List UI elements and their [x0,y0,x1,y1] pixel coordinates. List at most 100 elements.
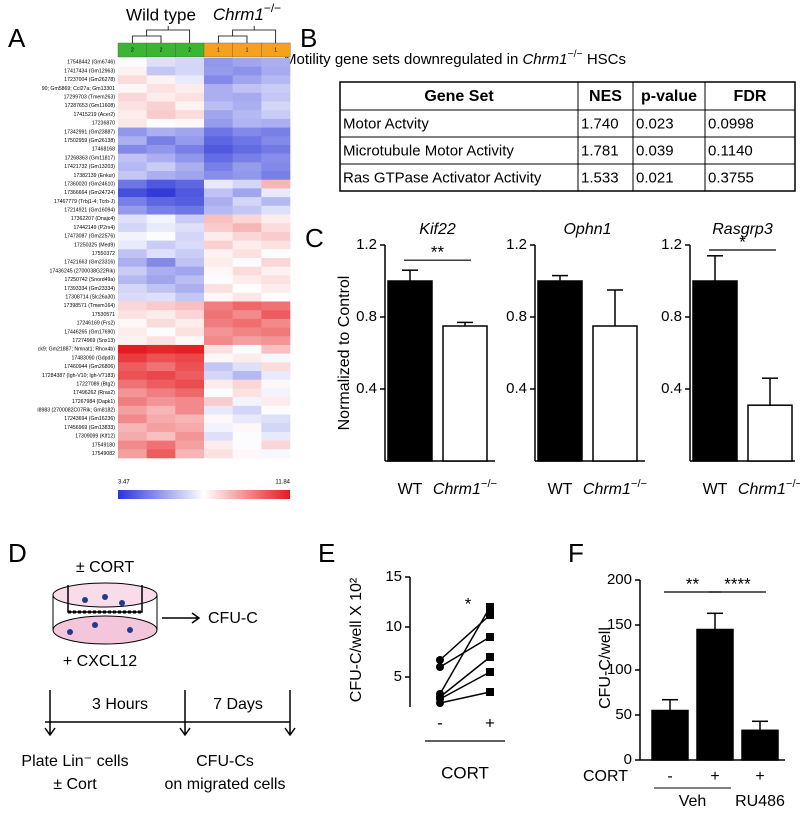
heatmap-cell [118,162,147,172]
heatmap-cell [261,231,291,241]
heatmap-cell [146,318,176,328]
heatmap-cell [232,153,262,163]
heatmap-cell [146,344,176,354]
x-tick-label: + [710,768,719,785]
color-scale [118,490,290,499]
heatmap-cell [261,397,291,407]
table-header: FDR [734,88,767,105]
heatmap-cell [261,292,291,302]
heatmap-cell [261,379,291,389]
group-label: Chrm1−/− [213,1,281,24]
table-title: Motility gene sets downregulated in Chrm… [284,48,626,68]
diagram-label: 3 Hours [92,696,148,713]
heatmap-cell [261,197,291,207]
row-label: ck9; Gm21887; Nmnat1; Rhox4b) [38,347,116,353]
heatmap-cell [118,179,147,189]
row-label: 17460944 (Gm26806) [64,364,115,370]
heatmap-cell [204,336,233,346]
heatmap-cell [118,118,147,128]
heatmap-cell [175,75,205,85]
heatmap-cell [261,440,291,450]
row-label: 17549180 [92,442,115,448]
heatmap-cell [261,327,291,337]
heatmap-cell [118,136,147,146]
heatmap-cell [175,153,205,163]
heatmap-cell [261,58,291,67]
table-cell: 1.781 [581,142,619,159]
heatmap-cell [146,58,176,67]
heatmap-cell [175,414,205,424]
x-tick-label: + [755,768,764,785]
heatmap-cell [204,405,233,415]
color-scale-label: 11.84 [275,480,290,486]
column-label: 2 [160,47,163,53]
heatmap-cell [146,214,176,224]
heatmap-cell [175,431,205,441]
heatmap-cell [146,388,176,398]
heatmap-cell [261,205,291,215]
significance: * [465,594,472,613]
row-label: 17274969 (Snx13) [72,338,115,344]
y-axis-label: Normalized to Control [336,276,353,431]
table-cell: Ras GTPase Activator Activity [343,169,542,186]
y-tick-label: 0.8 [356,308,377,325]
heatmap-cell [146,266,176,276]
heatmap-cell [261,66,291,76]
row-label: 17287653 (Gm11608) [65,103,116,109]
transwell-diagram [44,582,296,737]
heatmap-cell [175,144,205,154]
heatmap-cell [232,84,262,94]
heatmap-cell [261,162,291,172]
y-tick-label: 1.2 [661,236,682,253]
heatmap-cell [232,449,262,459]
panel-label: C [305,223,324,253]
heatmap-cell [175,162,205,172]
heatmap-cell [204,284,233,294]
heatmap-cell [118,144,147,154]
heatmap-cell [204,258,233,267]
y-tick-label: 200 [607,571,632,588]
row-label: 17417434 (Gm12963) [64,68,115,74]
panel-label: E [318,538,335,568]
heatmap-cell [175,292,205,302]
heatmap-cell [204,301,233,311]
heatmap-cell [175,388,205,398]
heatmap-cell [146,231,176,241]
heatmap-cell [232,284,262,294]
panel-label: F [568,538,584,568]
heatmap-cell [175,310,205,320]
point [486,668,494,676]
heatmap-cell [175,336,205,346]
y-tick-label: 0.4 [356,380,377,397]
heatmap-cell [232,127,262,137]
heatmap-cell [146,414,176,424]
heatmap-cell [146,188,176,198]
heatmap-cell [118,388,147,398]
heatmap-cell [204,162,233,172]
heatmap-cell [146,75,176,85]
heatmap-cell [146,449,176,459]
row-label: 17436245 (2700038G22Rik) [50,268,116,274]
heatmap-cell [232,214,262,224]
heatmap-cell [232,162,262,172]
column-label: 2 [131,47,134,53]
row-label: 17214921 (Gm16094) [64,208,115,214]
group-label: Wild type [126,5,196,24]
row-label: 17366664 (Gm24724) [64,190,115,196]
paired-line [439,656,491,698]
heatmap-cell [118,275,147,285]
heatmap-cell [204,240,233,250]
heatmap-cell [232,101,262,111]
heatmap-cell [175,179,205,189]
heatmap-cell [118,197,147,207]
row-label: 17393334 (Gm23334) [64,286,115,292]
bar [651,709,689,761]
bar [692,280,738,462]
heatmap-cell [204,440,233,450]
heatmap-cell [261,240,291,250]
heatmap-cell [204,353,233,363]
heatmap-cell [261,414,291,424]
heatmap-cell [146,371,176,381]
heatmap-cell [204,214,233,224]
